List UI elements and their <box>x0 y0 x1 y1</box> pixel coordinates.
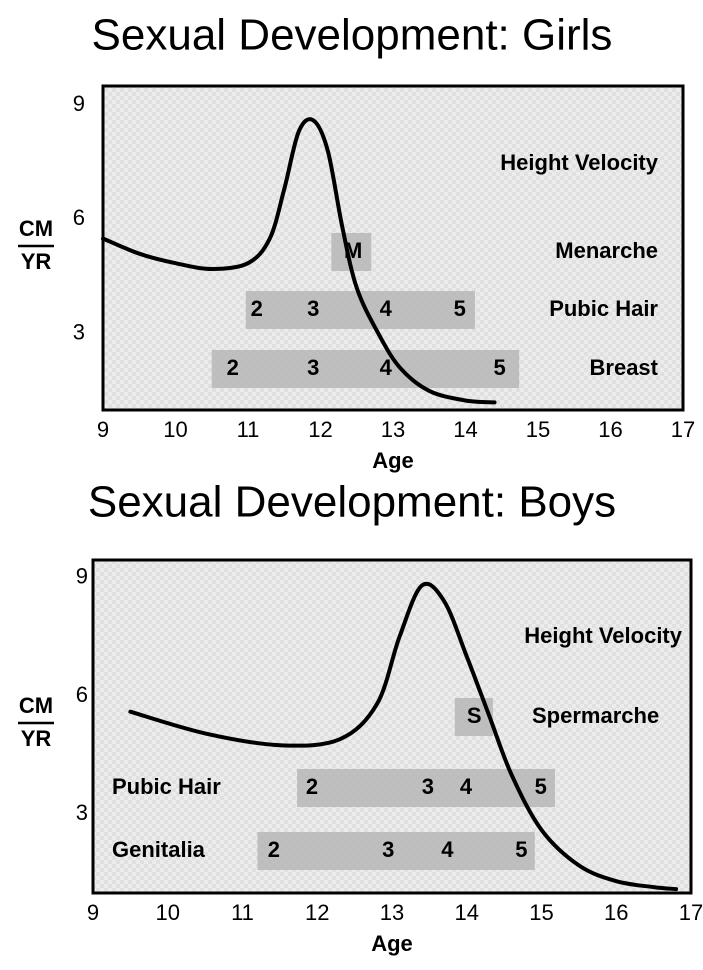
x-tick-label: 9 <box>87 900 99 925</box>
x-tick-label: 14 <box>455 900 479 925</box>
y-axis-label-top: CM <box>19 216 53 241</box>
y-tick-label: 3 <box>73 320 85 345</box>
x-tick-label: 14 <box>453 417 477 442</box>
series-label: Height Velocity <box>500 150 658 175</box>
height-velocity-curve <box>128 581 679 892</box>
series-label: Height Velocity <box>524 623 682 648</box>
y-axis-label-bottom: YR <box>21 249 52 274</box>
x-tick-label: 10 <box>156 900 180 925</box>
y-axis-label-top: CM <box>19 693 53 718</box>
stage-name: Breast <box>590 355 659 380</box>
x-tick-label: 11 <box>231 900 254 925</box>
stage-label: 2 <box>306 774 318 799</box>
y-tick-label: 6 <box>73 205 85 230</box>
x-tick-label: 17 <box>671 417 695 442</box>
stage-name: Spermarche <box>532 703 659 728</box>
x-tick-label: 13 <box>381 417 405 442</box>
stage-label: S <box>467 703 482 728</box>
stage-label: 5 <box>454 296 466 321</box>
stage-band <box>211 350 520 388</box>
stage-label: 3 <box>422 774 434 799</box>
stage-label: 5 <box>515 837 527 862</box>
stage-label: 4 <box>441 837 454 862</box>
x-tick-label: 13 <box>380 900 404 925</box>
x-tick-label: 9 <box>97 417 109 442</box>
stage-label: 3 <box>307 296 319 321</box>
x-tick-label: 16 <box>604 900 628 925</box>
y-tick-label: 6 <box>76 682 88 707</box>
y-axis-label-bottom: YR <box>21 726 52 751</box>
x-tick-label: 15 <box>526 417 550 442</box>
x-tick-label: 17 <box>679 900 703 925</box>
stage-label: 3 <box>382 837 394 862</box>
x-tick-label: 16 <box>598 417 622 442</box>
x-axis-label: Age <box>371 931 413 956</box>
stage-label: 4 <box>380 296 393 321</box>
stage-name: Menarche <box>555 238 658 263</box>
stage-label: 2 <box>227 355 239 380</box>
y-tick-label: 9 <box>76 564 88 589</box>
stage-name: Genitalia <box>112 837 206 862</box>
chart-title: Sexual Development: Boys <box>88 478 616 527</box>
stage-label: 2 <box>251 296 263 321</box>
stage-label: 5 <box>493 355 505 380</box>
x-tick-label: 11 <box>237 417 260 442</box>
stage-label: 3 <box>307 355 319 380</box>
x-tick-label: 12 <box>305 900 329 925</box>
y-tick-label: 3 <box>76 800 88 825</box>
y-tick-label: 9 <box>73 91 85 116</box>
stage-label: 4 <box>380 355 393 380</box>
chart-title: Sexual Development: Girls <box>92 11 613 60</box>
x-tick-label: 10 <box>163 417 187 442</box>
stage-label: 4 <box>460 774 473 799</box>
x-axis-label: Age <box>372 448 414 473</box>
x-tick-label: 15 <box>529 900 553 925</box>
stage-label: 5 <box>535 774 547 799</box>
x-tick-label: 12 <box>308 417 332 442</box>
height-velocity-curve <box>101 117 497 405</box>
stage-band <box>257 832 535 870</box>
stage-label: 2 <box>268 837 280 862</box>
stage-name: Pubic Hair <box>112 774 221 799</box>
stage-name: Pubic Hair <box>549 296 658 321</box>
